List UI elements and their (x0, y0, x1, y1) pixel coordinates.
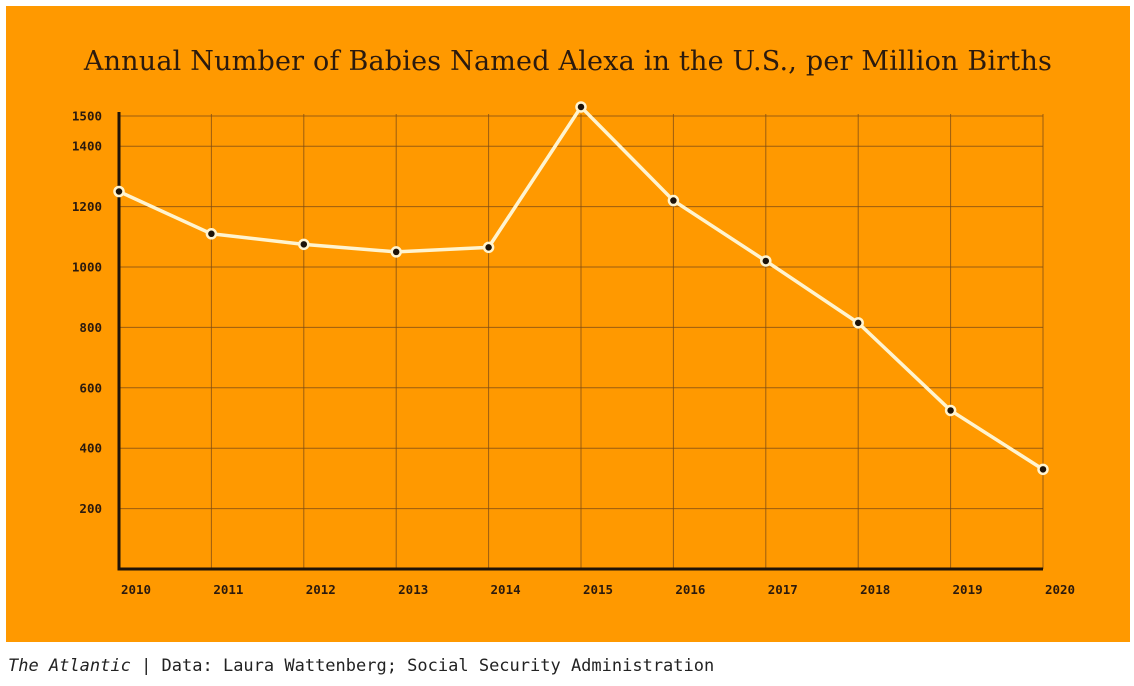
data-point-2020 (1037, 463, 1049, 476)
y-tick-label-600: 600 (79, 380, 102, 395)
y-tick-label-200: 200 (79, 501, 102, 516)
x-tick-label-2015: 2015 (583, 582, 613, 597)
x-tick-label-2013: 2013 (398, 582, 428, 597)
data-point-2012 (298, 238, 310, 251)
x-tick-label-2019: 2019 (953, 582, 983, 597)
data-point-2010 (113, 185, 125, 198)
y-tick-label-1000: 1000 (72, 260, 102, 275)
data-point-2013 (390, 246, 402, 258)
y-tick-label-400: 400 (79, 441, 102, 456)
y-tick-label-1200: 1200 (72, 199, 102, 214)
source-text: Data: Laura Wattenberg; Social Security … (161, 656, 715, 676)
series (113, 101, 1049, 476)
x-tick-label-2012: 2012 (306, 582, 336, 597)
x-tick-label-2018: 2018 (860, 582, 890, 597)
x-tick-label-2020: 2020 (1045, 582, 1075, 597)
y-tick-label-800: 800 (79, 320, 102, 335)
grid (119, 114, 1044, 569)
data-point-2019 (944, 404, 957, 417)
x-tick-label-2014: 2014 (491, 582, 521, 597)
source-credit: The Atlantic | Data: Laura Wattenberg; S… (8, 656, 714, 676)
source-publication: The Atlantic (8, 656, 131, 676)
x-tick-label-2016: 2016 (675, 582, 705, 597)
data-point-2014 (482, 241, 495, 254)
tick-labels: 200 400 600 800 1000 1200 1400 1500 2010 2011 2012… (72, 109, 1075, 598)
data-point-2015 (575, 101, 587, 113)
data-point-2011 (205, 228, 218, 240)
x-tick-label-2010: 2010 (121, 582, 151, 597)
x-tick-label-2017: 2017 (768, 582, 798, 597)
chart-title: Annual Number of Babies Named Alexa in t… (83, 46, 1053, 77)
source-separator: | (130, 656, 162, 676)
data-point-2018 (852, 317, 864, 329)
x-tick-label-2011: 2011 (213, 582, 243, 597)
axes (117, 112, 1043, 571)
chart-panel: Annual Number of Babies Named Alexa in t… (6, 6, 1130, 642)
data-point-2016 (667, 194, 680, 207)
data-point-2017 (760, 255, 772, 267)
y-tick-label-1400: 1400 (72, 139, 102, 154)
line-chart: 200 400 600 800 1000 1200 1400 1500 2010 2011 2012… (72, 101, 1075, 598)
y-tick-label-1500: 1500 (72, 109, 102, 124)
